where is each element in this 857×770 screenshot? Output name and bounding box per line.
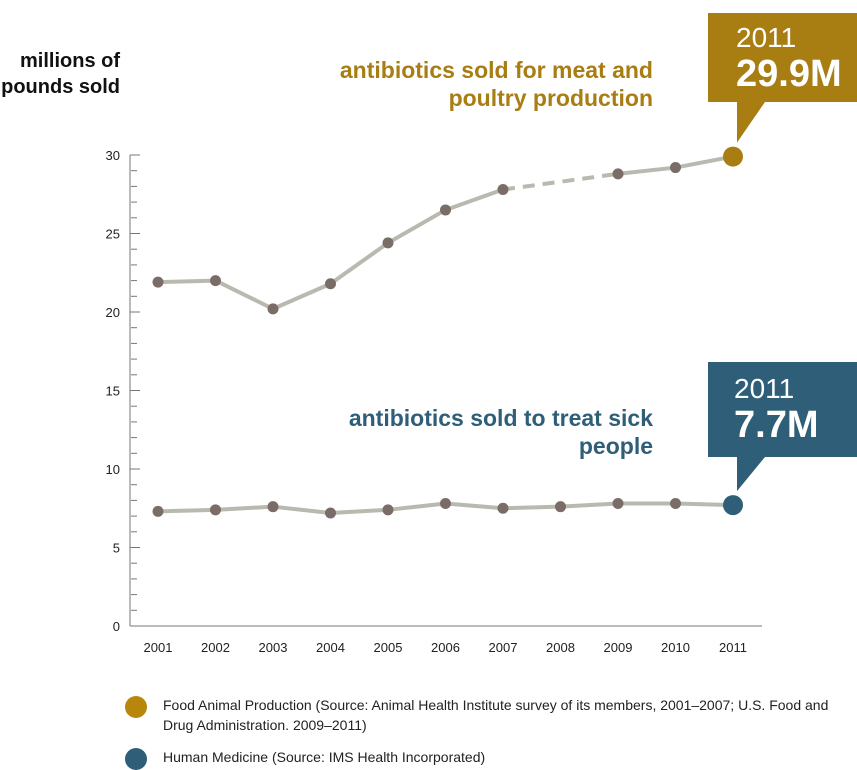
callout-food-animal: 2011 29.9M xyxy=(708,13,857,102)
data-point xyxy=(267,303,279,315)
data-point xyxy=(555,501,566,513)
y-tick-label: 20 xyxy=(106,305,120,320)
x-tick-label: 2010 xyxy=(661,640,690,655)
x-tick-label: 2007 xyxy=(489,640,518,655)
callout-value: 29.9M xyxy=(736,53,842,95)
callout-pointer xyxy=(737,102,765,143)
callout-year: 2011 xyxy=(734,373,795,404)
highlight-point xyxy=(723,495,743,516)
data-point xyxy=(497,184,509,196)
data-point xyxy=(152,276,164,288)
callout-human: 2011 7.7M xyxy=(708,362,857,457)
data-point xyxy=(497,502,509,514)
data-point xyxy=(670,498,681,510)
x-tick-label: 2011 xyxy=(719,640,747,655)
y-tick-label: 0 xyxy=(113,619,120,634)
x-tick-label: 2004 xyxy=(316,640,345,655)
data-point xyxy=(267,501,279,513)
data-point xyxy=(210,504,221,516)
series-title-food-animal: antibiotics sold for meat and poultry pr… xyxy=(339,57,653,111)
data-point xyxy=(440,498,451,510)
y-tick-label: 5 xyxy=(113,541,120,556)
callout-value: 7.7M xyxy=(734,404,819,446)
data-point xyxy=(382,504,394,516)
callout-year: 2011 xyxy=(736,22,797,53)
x-tick-label: 2005 xyxy=(374,640,403,655)
y-tick-label: 10 xyxy=(106,462,120,477)
series-title-human: antibiotics sold to treat sick people xyxy=(348,405,653,459)
x-tick-label: 2009 xyxy=(604,640,633,655)
y-axis-label: millions of pounds sold xyxy=(1,50,120,98)
data-point xyxy=(440,204,451,216)
x-tick-label: 2008 xyxy=(546,640,575,655)
legend-swatch xyxy=(125,696,147,718)
line-chart: 0 5 10 15 20 25 30 2001 2002 2003 2004 2005 2006 2007… xyxy=(106,102,765,655)
series-dashed-gap xyxy=(502,171,619,192)
data-point xyxy=(382,237,394,249)
series-line xyxy=(157,187,504,311)
callout-pointer xyxy=(737,457,765,492)
x-tick-label: 2002 xyxy=(201,640,230,655)
legend-label: Food Animal Production (Source: Animal H… xyxy=(163,697,829,733)
y-tick-label: 15 xyxy=(106,384,120,399)
y-tick-label: 25 xyxy=(106,227,120,242)
legend-swatch xyxy=(125,748,147,770)
x-tick-label: 2006 xyxy=(431,640,460,655)
x-tick-label: 2001 xyxy=(144,640,173,655)
data-point xyxy=(152,505,164,517)
data-point xyxy=(325,507,336,519)
legend-label: Human Medicine (Source: IMS Health Incor… xyxy=(163,749,486,765)
data-point xyxy=(670,162,681,174)
highlight-point xyxy=(723,146,743,167)
data-point xyxy=(325,278,336,290)
y-tick-label: 30 xyxy=(106,148,120,163)
data-point xyxy=(210,275,221,287)
data-point xyxy=(612,498,624,510)
x-tick-label: 2003 xyxy=(259,640,288,655)
data-point xyxy=(612,168,624,180)
